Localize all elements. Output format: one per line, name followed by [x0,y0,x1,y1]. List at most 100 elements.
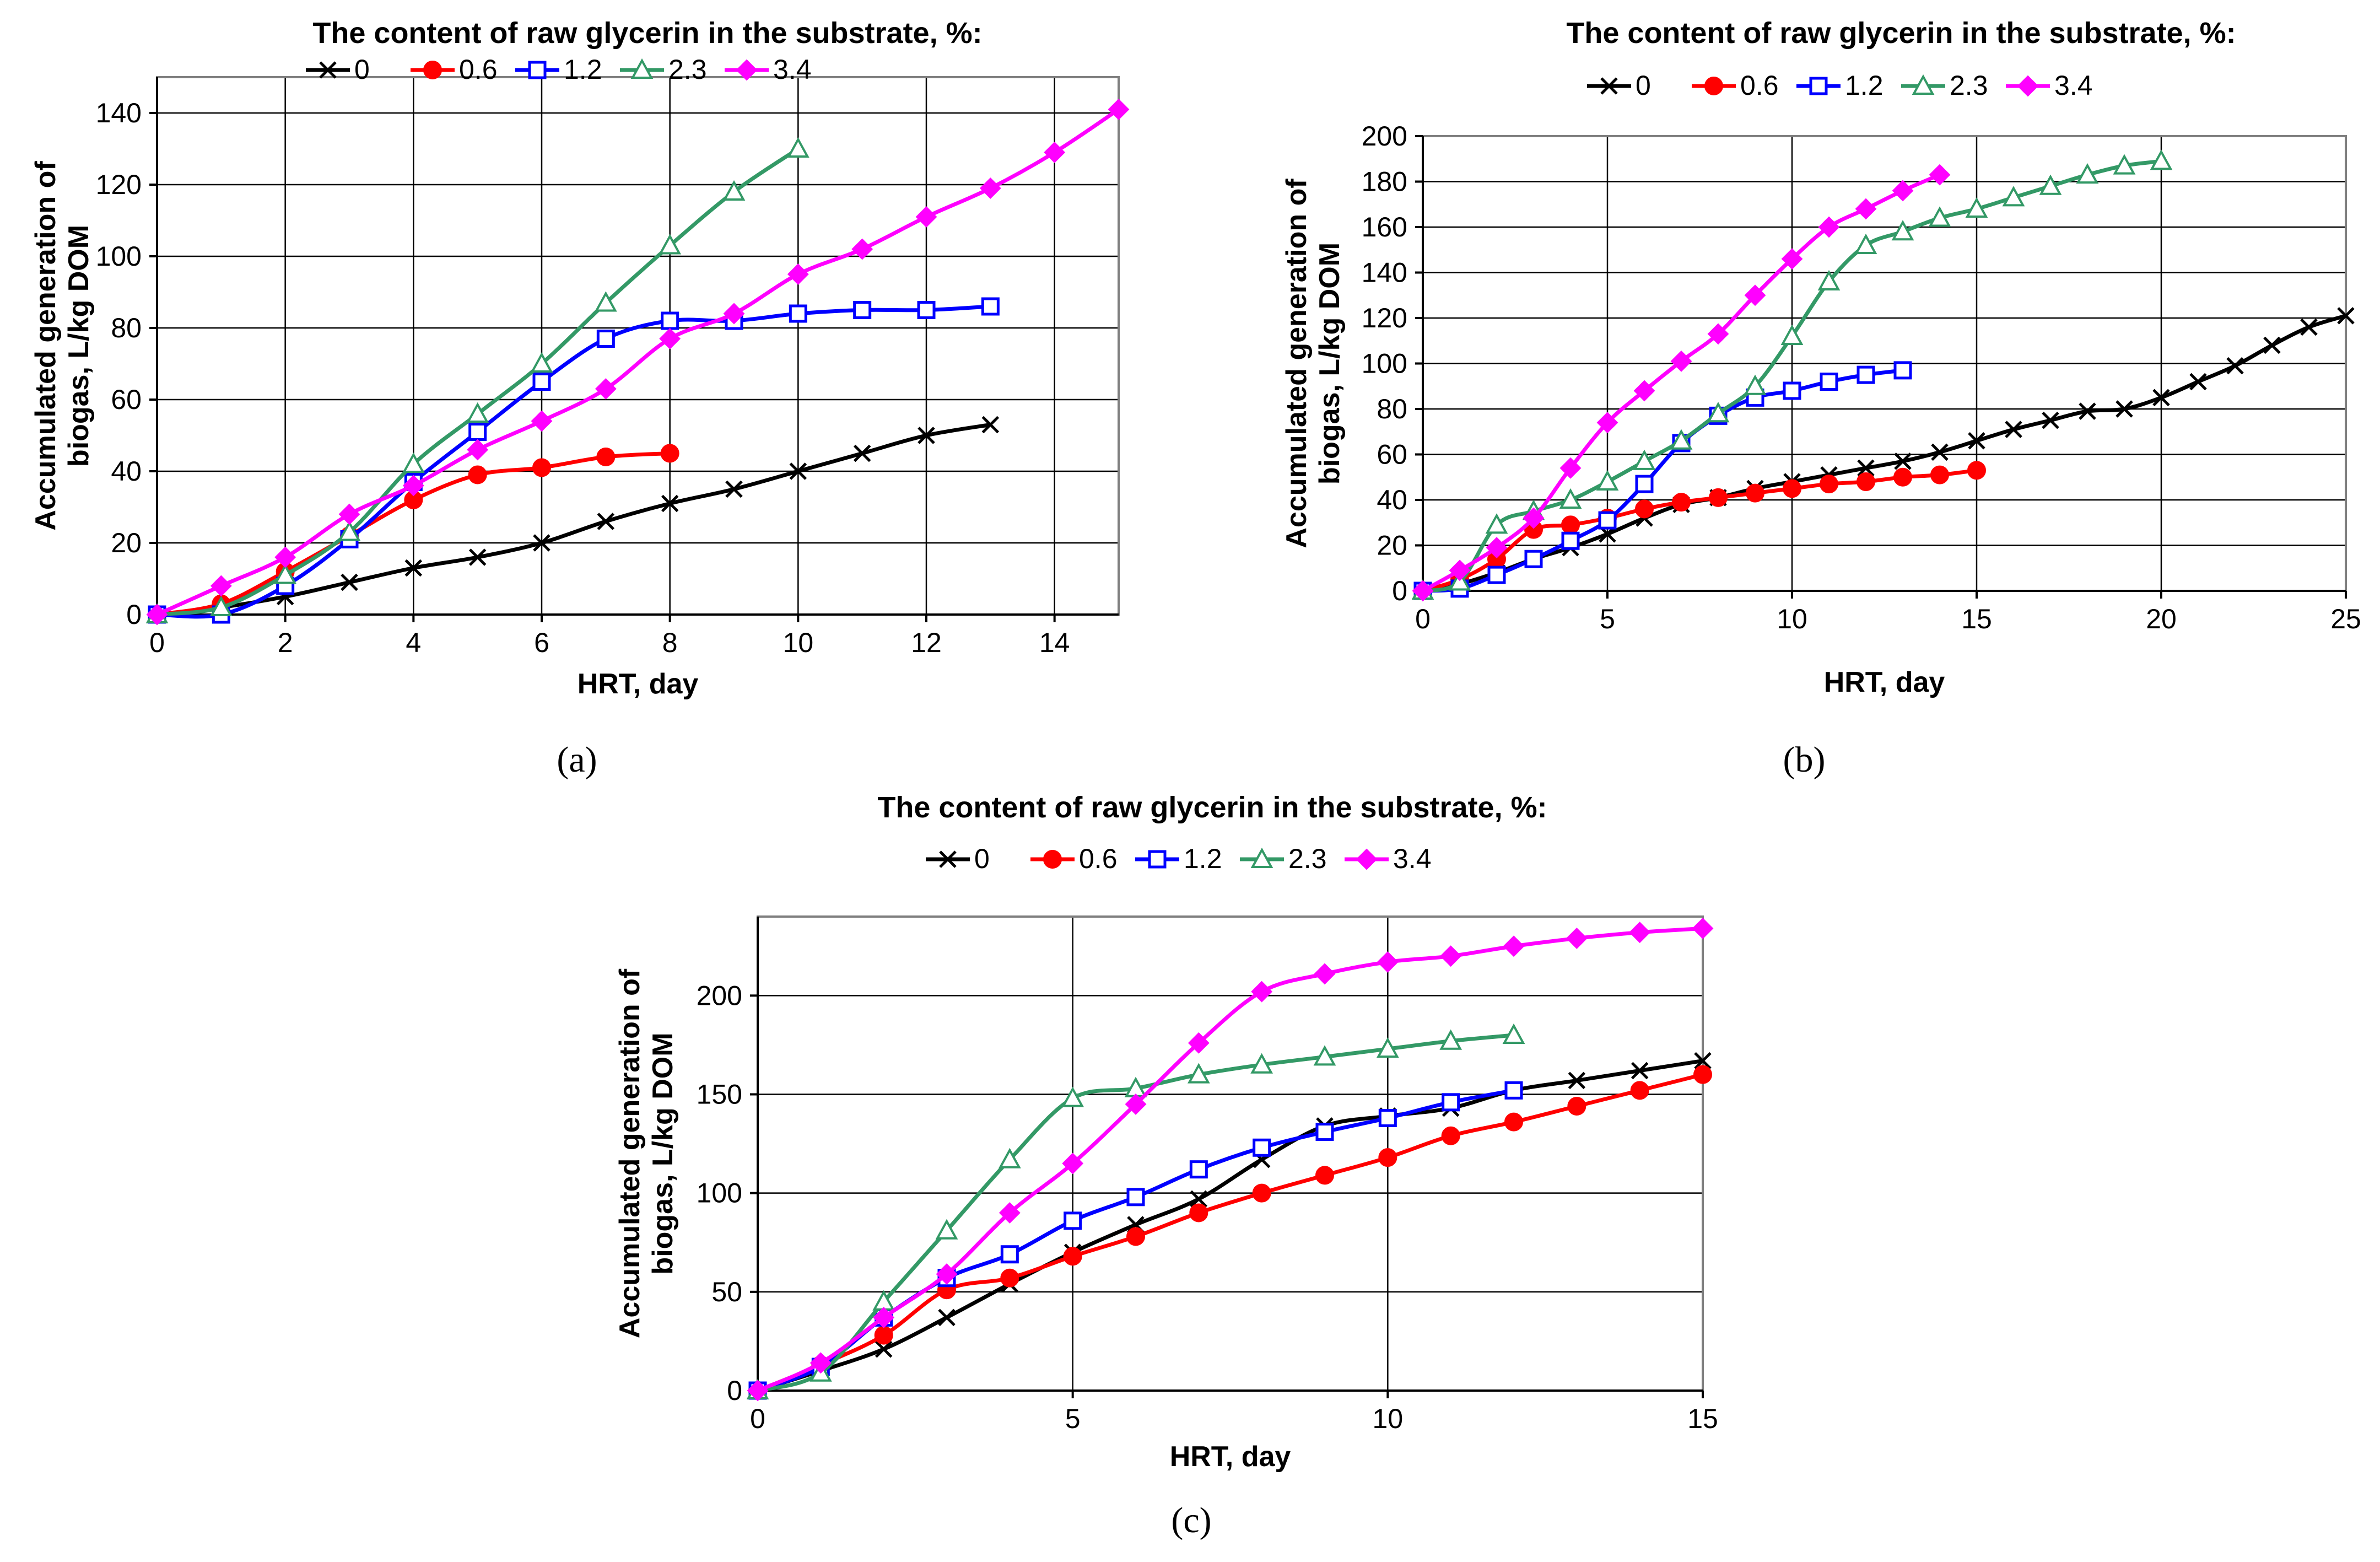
data-point [1314,963,1336,985]
data-point [1670,429,1693,450]
data-point [1561,531,1580,550]
y-tick-label: 0 [727,1375,742,1406]
data-point [1126,1188,1145,1206]
chart-title: The content of raw glycerin in the subst… [877,791,1547,824]
data-point [1931,443,1949,461]
data-point [1631,1062,1649,1080]
series-3.4 [146,99,1130,626]
data-point [1568,1071,1586,1090]
data-point [1524,550,1543,568]
data-point [659,234,682,255]
y-tick-label: 60 [1377,439,1407,470]
data-point [936,1263,958,1285]
data-point [1855,198,1877,220]
data-point [2042,411,2059,429]
data-point [1891,220,1914,241]
data-point [1596,412,1618,434]
legend-label: 0.6 [1740,70,1779,101]
data-point [1561,515,1580,535]
data-point [2152,389,2170,407]
y-tick-label: 80 [1377,394,1407,424]
data-point [2002,186,2025,207]
chart-title: The content of raw glycerin in the subst… [1566,17,2236,50]
data-point [1820,475,1838,494]
legend-item: 0 [306,54,370,85]
data-point [1044,142,1066,163]
x-tick-label: 10 [1373,1403,1404,1434]
y-tick-label: 100 [697,1178,742,1209]
data-point [1817,270,1841,290]
legend-label: 3.4 [2054,70,2093,101]
panel-label: (b) [1783,740,1826,780]
y-axis-title: Accumulated generation ofbiogas, L/kg DO… [614,968,679,1338]
x-tick-label: 4 [406,627,421,658]
x-axis-title: HRT, day [1170,1441,1291,1473]
data-point [723,303,745,325]
data-point [1929,164,1951,186]
y-tick-label: 50 [711,1276,742,1307]
legend-item: 1.2 [1135,843,1222,874]
data-point [2113,154,2136,175]
data-point [1968,432,1985,450]
data-point [2039,174,2062,195]
data-point [1487,565,1506,584]
data-point [596,330,615,348]
data-point [1412,580,1434,602]
data-point [1820,373,1838,391]
data-point [597,513,615,530]
data-point [467,439,489,461]
x-tick-label: 20 [2146,604,2177,634]
series-3.4 [747,918,1714,1402]
legend: 0 0.6 1.2 2.3 3.4 [1587,70,2093,101]
data-point [1893,361,1912,380]
data-point [917,301,936,319]
data-point [1893,467,1912,487]
y-tick-label: 40 [1377,484,1407,515]
data-point [1709,488,1728,507]
data-point [2226,357,2244,375]
data-point [725,480,743,498]
data-point [981,297,1000,316]
y-tick-label: 120 [96,169,142,200]
legend-item: 2.3 [620,54,707,85]
y-tick-label: 0 [126,599,142,630]
data-point [999,1202,1021,1224]
data-point [1635,475,1654,493]
data-point [747,1380,769,1402]
y-tick-label: 200 [697,980,742,1011]
data-point [659,328,681,349]
data-point [1449,559,1471,581]
x-tick-label: 8 [662,627,678,658]
data-point [1559,457,1582,479]
data-point [789,304,807,323]
data-point [1523,507,1545,529]
legend-label: 2.3 [1288,843,1327,874]
data-point [1000,1245,1019,1264]
data-point [1856,365,1875,384]
data-point [915,206,937,228]
gridlines [1423,136,2346,591]
legend-label: 0 [1636,70,1651,101]
data-point [853,444,871,462]
data-point [338,520,361,541]
y-axis-title: Accumulated generation ofbiogas, L/kg DO… [1281,179,1346,548]
data-point [1189,1203,1208,1222]
data-point [2005,421,2022,438]
y-axis-title: Accumulated generation ofbiogas, L/kg DO… [30,161,95,531]
legend-marker [1600,77,1618,95]
data-point [1965,197,1988,218]
legend-marker [630,58,654,79]
data-point [468,423,487,441]
legend-label: 0.6 [1079,843,1118,874]
legend-label: 1.2 [1184,843,1222,874]
data-point [979,177,1001,199]
legend: 0 0.6 1.2 2.3 3.4 [926,843,1432,874]
data-point [1253,1138,1271,1157]
data-point [938,1308,956,1327]
data-point [1000,1268,1019,1288]
y-tick-label: 120 [1362,303,1407,333]
data-point [873,1307,895,1328]
legend-marker [1912,74,1935,95]
